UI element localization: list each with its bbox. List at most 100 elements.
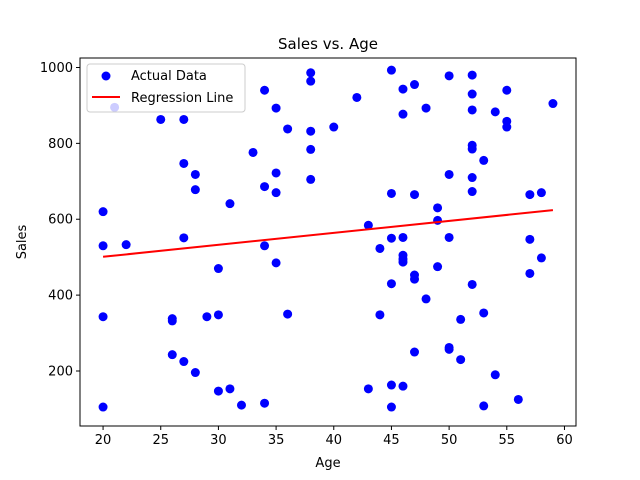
x-tick-label: 35 — [268, 433, 285, 448]
data-point — [306, 174, 316, 184]
data-point — [248, 147, 258, 157]
legend-box — [86, 63, 246, 113]
data-point — [306, 76, 316, 86]
data-point — [213, 310, 223, 320]
data-point — [386, 279, 396, 289]
legend: Actual Data Regression Line — [86, 63, 246, 113]
data-point — [363, 384, 373, 394]
data-point — [479, 308, 489, 318]
x-tick-label: 25 — [152, 433, 169, 448]
data-point — [271, 188, 281, 198]
data-point — [467, 187, 477, 197]
data-point — [467, 140, 477, 150]
data-point — [375, 243, 385, 253]
data-point — [306, 68, 316, 78]
data-point — [352, 92, 362, 102]
data-point — [179, 158, 189, 168]
data-point — [213, 264, 223, 274]
x-tick-label: 30 — [210, 433, 227, 448]
data-point — [398, 381, 408, 391]
data-point — [513, 394, 523, 404]
data-point — [225, 199, 235, 209]
y-axis: 200 400 600 800 1000 — [40, 61, 80, 379]
regression-line — [102, 209, 554, 258]
data-point — [386, 65, 396, 75]
x-tick-label: 20 — [95, 433, 112, 448]
data-point — [167, 350, 177, 360]
data-point — [410, 347, 420, 357]
data-point — [329, 122, 339, 132]
data-point — [225, 384, 235, 394]
data-point — [467, 89, 477, 99]
data-point — [283, 124, 293, 134]
x-axis: 20 25 30 35 40 45 50 55 60 — [95, 426, 573, 448]
data-point — [467, 105, 477, 115]
data-point — [213, 386, 223, 396]
data-point — [410, 190, 420, 200]
plot-area — [98, 65, 558, 412]
data-point — [386, 188, 396, 198]
data-point — [502, 116, 512, 126]
data-point — [271, 168, 281, 178]
data-point — [490, 370, 500, 380]
data-point — [260, 182, 270, 192]
data-point — [386, 233, 396, 243]
data-point — [386, 380, 396, 390]
data-point — [271, 103, 281, 113]
data-point — [121, 240, 131, 250]
data-point — [190, 169, 200, 179]
legend-label-actual-data: Actual Data — [131, 69, 207, 84]
data-point — [375, 310, 385, 320]
data-point — [536, 253, 546, 263]
data-point — [525, 234, 535, 244]
data-point — [444, 342, 454, 352]
data-point — [433, 203, 443, 213]
data-point — [502, 85, 512, 95]
y-tick-label: 200 — [48, 364, 73, 379]
data-point — [479, 401, 489, 411]
y-tick-label: 600 — [48, 213, 73, 228]
data-point — [179, 114, 189, 124]
x-tick-label: 40 — [325, 433, 342, 448]
data-point — [433, 215, 443, 225]
data-point — [456, 355, 466, 365]
data-point — [479, 155, 489, 165]
data-point — [525, 190, 535, 200]
data-point — [190, 185, 200, 195]
data-point — [386, 402, 396, 412]
data-point — [98, 402, 108, 412]
data-point — [167, 314, 177, 324]
data-point — [98, 241, 108, 251]
data-point — [444, 71, 454, 81]
data-point — [456, 314, 466, 324]
legend-marker-actual-data — [101, 71, 111, 81]
data-point — [306, 126, 316, 136]
data-point — [179, 233, 189, 243]
data-point — [306, 144, 316, 154]
y-axis-label: Sales — [15, 224, 30, 259]
y-tick-label: 400 — [48, 289, 73, 304]
data-point — [260, 241, 270, 251]
data-point — [236, 400, 246, 410]
data-point — [536, 188, 546, 198]
chart-title: Sales vs. Age — [278, 35, 378, 53]
data-point — [421, 294, 431, 304]
data-point — [548, 99, 558, 109]
data-point — [398, 232, 408, 242]
data-point — [398, 84, 408, 94]
y-tick-label: 1000 — [40, 61, 73, 76]
data-point — [156, 114, 166, 124]
data-point — [444, 232, 454, 242]
data-point — [467, 173, 477, 183]
data-point — [398, 250, 408, 260]
legend-label-regression-line: Regression Line — [131, 91, 233, 106]
data-point — [398, 109, 408, 119]
data-point — [433, 262, 443, 272]
x-tick-label: 45 — [383, 433, 400, 448]
data-point — [467, 279, 477, 289]
data-point — [260, 85, 270, 95]
x-tick-label: 60 — [556, 433, 573, 448]
data-point — [363, 220, 373, 230]
x-tick-label: 55 — [499, 433, 516, 448]
data-point — [410, 270, 420, 280]
